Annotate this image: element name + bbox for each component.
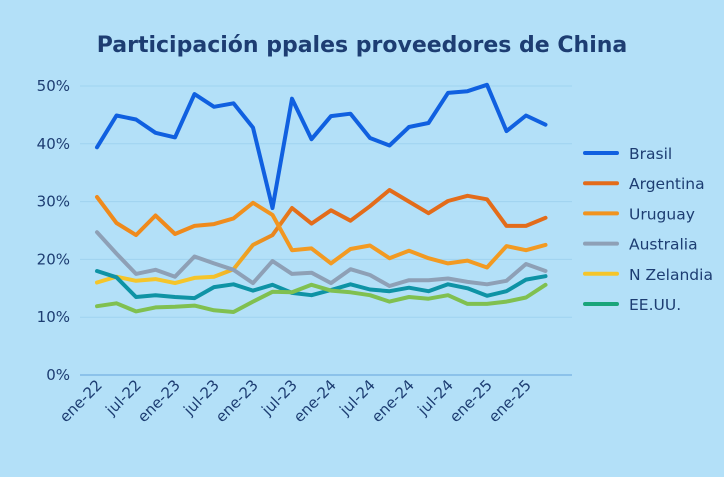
legend: Brasil Argentina Uruguay Australia N Zelandi… (583, 145, 713, 314)
legend-label: N Zelandia (629, 266, 713, 284)
legend-label: Brasil (629, 145, 672, 163)
legend-item: Argentina (583, 175, 705, 193)
legend-item: Australia (583, 236, 698, 254)
y-axis: 0% 10% 20% 30% 40% 50% (37, 77, 70, 384)
y-tick-label: 0% (46, 366, 70, 384)
x-tick-label: ene-25 (446, 376, 496, 426)
x-tick-label: ene-24 (368, 376, 418, 426)
y-tick-label: 20% (37, 250, 70, 268)
chart-title: Participación ppales proveedores de Chin… (97, 33, 628, 58)
y-tick-label: 10% (37, 308, 70, 326)
legend-item: Brasil (583, 145, 672, 163)
y-tick-label: 50% (37, 77, 70, 95)
series-line-ee-uu- (95, 269, 548, 301)
legend-label: Uruguay (629, 205, 695, 223)
series-line-brasil (95, 82, 548, 210)
y-tick-label: 30% (37, 193, 70, 211)
legend-label: EE.UU. (629, 296, 681, 314)
series-line-unlabeled (95, 282, 548, 314)
legend-item: N Zelandia (583, 266, 713, 284)
series-lines (95, 82, 548, 314)
x-tick-label: ene-23 (212, 376, 262, 426)
series-line-argentina (95, 188, 548, 286)
x-tick-label: ene-24 (290, 376, 340, 426)
y-tick-label: 40% (37, 135, 70, 153)
legend-label: Argentina (629, 175, 705, 193)
x-tick-label: ene-25 (485, 376, 535, 426)
series-line-uruguay (95, 195, 548, 270)
x-axis: ene-22jul-22ene-23jul-23ene-23jul-23ene-… (56, 376, 535, 426)
x-tick-label: ene-23 (134, 376, 184, 426)
legend-item: Uruguay (583, 205, 695, 223)
legend-label: Australia (629, 236, 698, 254)
legend-item: EE.UU. (583, 296, 681, 314)
series-line-australia (95, 230, 548, 288)
